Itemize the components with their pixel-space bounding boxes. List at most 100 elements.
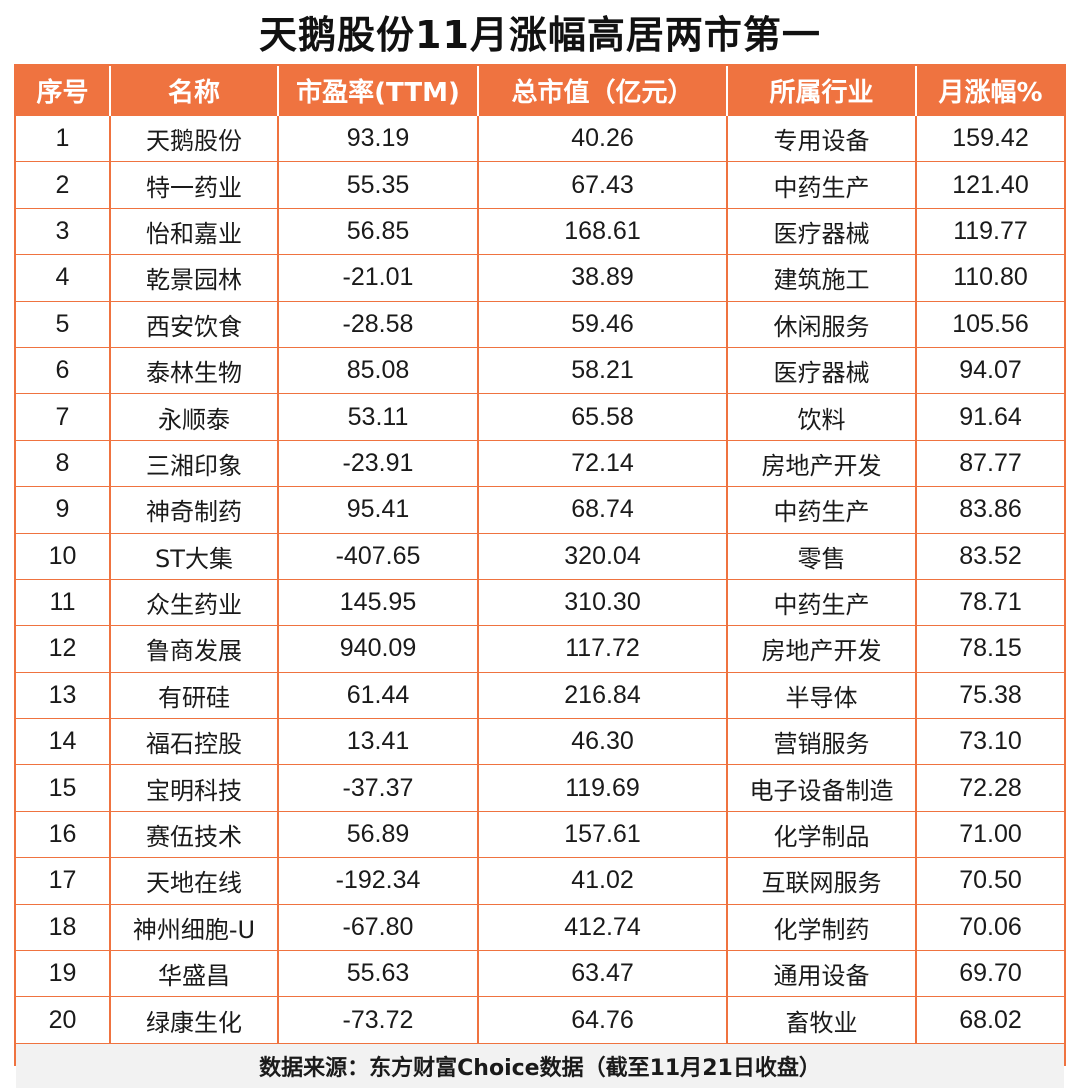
cell-market-cap: 216.84 xyxy=(477,671,727,719)
cell-pe-ttm: 940.09 xyxy=(277,625,478,673)
cell-name: 泰林生物 xyxy=(109,346,278,394)
cell-pe-ttm: -73.72 xyxy=(277,996,478,1044)
cell-rank: 7 xyxy=(16,393,110,441)
cell-name: 天鹅股份 xyxy=(109,114,278,162)
cell-monthly-gain: 91.64 xyxy=(915,393,1064,441)
cell-industry: 休闲服务 xyxy=(726,300,916,348)
table-row: 14 福石控股 13.41 46.30 营销服务 73.10 xyxy=(16,718,1064,765)
cell-pe-ttm: 56.85 xyxy=(277,207,478,255)
cell-market-cap: 59.46 xyxy=(477,300,727,348)
cell-market-cap: 68.74 xyxy=(477,486,727,534)
cell-name: 赛伍技术 xyxy=(109,810,278,858)
table-row: 9 神奇制药 95.41 68.74 中药生产 83.86 xyxy=(16,486,1064,534)
cell-industry: 电子设备制造 xyxy=(726,764,916,812)
cell-pe-ttm: 85.08 xyxy=(277,346,478,394)
table-row: 18 神州细胞-U -67.80 412.74 化学制药 70.06 xyxy=(16,903,1064,951)
table-row: 13 有研硅 61.44 216.84 半导体 75.38 xyxy=(16,671,1064,719)
cell-pe-ttm: 95.41 xyxy=(277,486,478,534)
stock-table-frame: 序号 名称 市盈率(TTM) 总市值（亿元） 所属行业 月涨幅% 1 天鹅股份 93… xyxy=(14,64,1066,1088)
cell-name: 西安饮食 xyxy=(109,300,278,348)
table-row: 5 西安饮食 -28.58 59.46 休闲服务 105.56 xyxy=(16,300,1064,348)
cell-pe-ttm: -28.58 xyxy=(277,300,478,348)
cell-name: 宝明科技 xyxy=(109,764,278,812)
cell-name: 鲁商发展 xyxy=(109,625,278,673)
cell-industry: 医疗器械 xyxy=(726,207,916,255)
table-row: 8 三湘印象 -23.91 72.14 房地产开发 87.77 xyxy=(16,439,1064,487)
cell-market-cap: 412.74 xyxy=(477,903,727,951)
cell-monthly-gain: 87.77 xyxy=(915,439,1064,487)
cell-market-cap: 46.30 xyxy=(477,718,727,765)
cell-industry: 畜牧业 xyxy=(726,996,916,1044)
cell-market-cap: 40.26 xyxy=(477,114,727,162)
cell-rank: 2 xyxy=(16,161,110,209)
cell-industry: 半导体 xyxy=(726,671,916,719)
cell-name: 有研硅 xyxy=(109,671,278,719)
cell-industry: 通用设备 xyxy=(726,950,916,997)
table-row: 10 ST大集 -407.65 320.04 零售 83.52 xyxy=(16,532,1064,580)
cell-monthly-gain: 69.70 xyxy=(915,950,1064,997)
cell-monthly-gain: 105.56 xyxy=(915,300,1064,348)
cell-monthly-gain: 121.40 xyxy=(915,161,1064,209)
cell-pe-ttm: -67.80 xyxy=(277,903,478,951)
cell-name: 神州细胞-U xyxy=(109,903,278,951)
cell-rank: 10 xyxy=(16,532,110,580)
cell-industry: 房地产开发 xyxy=(726,439,916,487)
cell-rank: 18 xyxy=(16,903,110,951)
cell-pe-ttm: 55.63 xyxy=(277,950,478,997)
cell-monthly-gain: 78.71 xyxy=(915,578,1064,626)
cell-monthly-gain: 159.42 xyxy=(915,114,1064,162)
table-header-row: 序号 名称 市盈率(TTM) 总市值（亿元） 所属行业 月涨幅% xyxy=(16,66,1064,116)
cell-rank: 12 xyxy=(16,625,110,673)
cell-market-cap: 72.14 xyxy=(477,439,727,487)
cell-industry: 专用设备 xyxy=(726,114,916,162)
cell-industry: 互联网服务 xyxy=(726,857,916,905)
cell-market-cap: 64.76 xyxy=(477,996,727,1044)
cell-market-cap: 41.02 xyxy=(477,857,727,905)
cell-pe-ttm: 61.44 xyxy=(277,671,478,719)
stock-gain-table: 序号 名称 市盈率(TTM) 总市值（亿元） 所属行业 月涨幅% 1 天鹅股份 93… xyxy=(16,66,1064,1088)
cell-market-cap: 310.30 xyxy=(477,578,727,626)
cell-rank: 5 xyxy=(16,300,110,348)
cell-pe-ttm: 145.95 xyxy=(277,578,478,626)
header-market-cap: 总市值（亿元） xyxy=(477,66,727,116)
cell-pe-ttm: 55.35 xyxy=(277,161,478,209)
cell-name: 怡和嘉业 xyxy=(109,207,278,255)
cell-rank: 20 xyxy=(16,996,110,1044)
cell-market-cap: 119.69 xyxy=(477,764,727,812)
cell-monthly-gain: 72.28 xyxy=(915,764,1064,812)
cell-monthly-gain: 119.77 xyxy=(915,207,1064,255)
cell-industry: 中药生产 xyxy=(726,161,916,209)
cell-name: 神奇制药 xyxy=(109,486,278,534)
cell-market-cap: 38.89 xyxy=(477,254,727,302)
table-body: 1 天鹅股份 93.19 40.26 专用设备 159.42 2 特一药业 55.35 67.43… xyxy=(16,114,1064,1044)
table-row: 15 宝明科技 -37.37 119.69 电子设备制造 72.28 xyxy=(16,764,1064,812)
cell-name: 绿康生化 xyxy=(109,996,278,1044)
cell-market-cap: 63.47 xyxy=(477,950,727,997)
cell-rank: 4 xyxy=(16,254,110,302)
cell-monthly-gain: 70.50 xyxy=(915,857,1064,905)
cell-pe-ttm: -192.34 xyxy=(277,857,478,905)
header-industry: 所属行业 xyxy=(726,66,916,116)
cell-pe-ttm: 53.11 xyxy=(277,393,478,441)
header-pe-ttm: 市盈率(TTM) xyxy=(277,66,478,116)
cell-rank: 16 xyxy=(16,810,110,858)
cell-industry: 医疗器械 xyxy=(726,346,916,394)
cell-pe-ttm: -37.37 xyxy=(277,764,478,812)
table-row: 16 赛伍技术 56.89 157.61 化学制品 71.00 xyxy=(16,810,1064,858)
cell-name: 乾景园林 xyxy=(109,254,278,302)
cell-market-cap: 58.21 xyxy=(477,346,727,394)
header-rank: 序号 xyxy=(16,66,110,116)
cell-market-cap: 67.43 xyxy=(477,161,727,209)
cell-industry: 房地产开发 xyxy=(726,625,916,673)
cell-monthly-gain: 71.00 xyxy=(915,810,1064,858)
cell-pe-ttm: -407.65 xyxy=(277,532,478,580)
table-row: 11 众生药业 145.95 310.30 中药生产 78.71 xyxy=(16,578,1064,626)
cell-name: 永顺泰 xyxy=(109,393,278,441)
cell-rank: 17 xyxy=(16,857,110,905)
cell-industry: 饮料 xyxy=(726,393,916,441)
cell-industry: 建筑施工 xyxy=(726,254,916,302)
cell-name: 天地在线 xyxy=(109,857,278,905)
cell-market-cap: 157.61 xyxy=(477,810,727,858)
cell-monthly-gain: 70.06 xyxy=(915,903,1064,951)
cell-pe-ttm: 13.41 xyxy=(277,718,478,765)
